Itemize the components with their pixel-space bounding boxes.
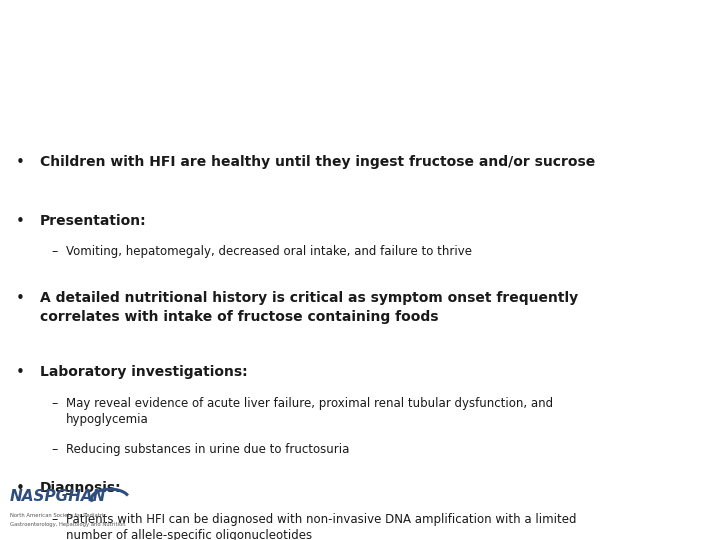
Text: Reducing substances in urine due to fructosuria: Reducing substances in urine due to fruc… [66, 443, 350, 456]
Text: Laboratory investigations:: Laboratory investigations: [40, 365, 247, 379]
Text: Presentation & Diagnosis: Presentation & Diagnosis [210, 90, 510, 110]
Text: Disorders of Carbohydrate Metabolism: Disorders of Carbohydrate Metabolism [132, 23, 588, 43]
Text: A detailed nutritional history is critical as symptom onset frequently
correlate: A detailed nutritional history is critic… [40, 292, 577, 325]
Text: North American Society for Pediatric: North American Society for Pediatric [10, 513, 107, 518]
Text: •: • [16, 213, 24, 228]
Text: Hereditary Fructose Intolerance- Clinical: Hereditary Fructose Intolerance- Clinica… [121, 55, 599, 75]
Text: •: • [16, 481, 24, 496]
Text: –: – [52, 443, 58, 456]
Text: NASPGHAN: NASPGHAN [10, 489, 107, 504]
Text: May reveal evidence of acute liver failure, proximal renal tubular dysfunction, : May reveal evidence of acute liver failu… [66, 397, 554, 426]
Text: Children with HFI are healthy until they ingest fructose and/or sucrose: Children with HFI are healthy until they… [40, 154, 595, 168]
Text: –: – [52, 245, 58, 258]
Text: Gastroenterology, Hepatology and Nutrition: Gastroenterology, Hepatology and Nutriti… [10, 523, 126, 528]
Text: •: • [16, 154, 24, 170]
Text: •: • [16, 365, 24, 380]
Text: –: – [52, 512, 58, 525]
Text: •: • [16, 292, 24, 307]
Text: –: – [52, 397, 58, 410]
Text: Presentation:: Presentation: [40, 213, 146, 227]
Text: Diagnosis:: Diagnosis: [40, 481, 121, 495]
Text: Patients with HFI can be diagnosed with non-invasive DNA amplification with a li: Patients with HFI can be diagnosed with … [66, 512, 577, 540]
Text: Vomiting, hepatomegaly, decreased oral intake, and failure to thrive: Vomiting, hepatomegaly, decreased oral i… [66, 245, 472, 258]
